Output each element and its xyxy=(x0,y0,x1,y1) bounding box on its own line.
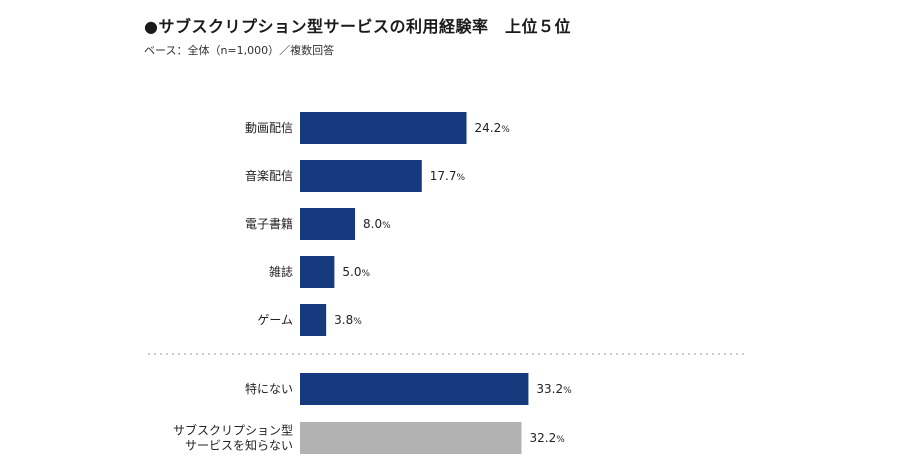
bar xyxy=(300,256,335,288)
category-label: サービスを知らない xyxy=(185,439,293,453)
value-label: 5.0% xyxy=(342,265,370,279)
chart-subtitle: ベース：全体（n=1,000）／複数回答 xyxy=(144,44,335,57)
chart-title: ●サブスクリプション型サービスの利用経験率 上位５位 xyxy=(144,17,571,36)
category-label: 特にない xyxy=(245,381,293,396)
bar xyxy=(300,373,529,405)
bar xyxy=(300,208,356,240)
category-label: 雑誌 xyxy=(269,264,293,279)
bar xyxy=(300,304,327,336)
value-label: 33.2% xyxy=(536,382,572,396)
value-label: 8.0% xyxy=(363,217,391,231)
bar xyxy=(300,160,422,192)
category-label: 電子書籍 xyxy=(245,216,293,231)
value-label: 17.7% xyxy=(430,169,466,183)
bar xyxy=(300,422,522,454)
value-label: 3.8% xyxy=(334,313,362,327)
bar xyxy=(300,112,467,144)
value-label: 32.2% xyxy=(530,431,566,445)
value-label: 24.2% xyxy=(474,121,510,135)
category-label: 音楽配信 xyxy=(245,168,293,183)
category-label: 動画配信 xyxy=(245,121,293,135)
category-label: サブスクリプション型 xyxy=(173,423,293,438)
category-label: ゲーム xyxy=(257,313,293,327)
